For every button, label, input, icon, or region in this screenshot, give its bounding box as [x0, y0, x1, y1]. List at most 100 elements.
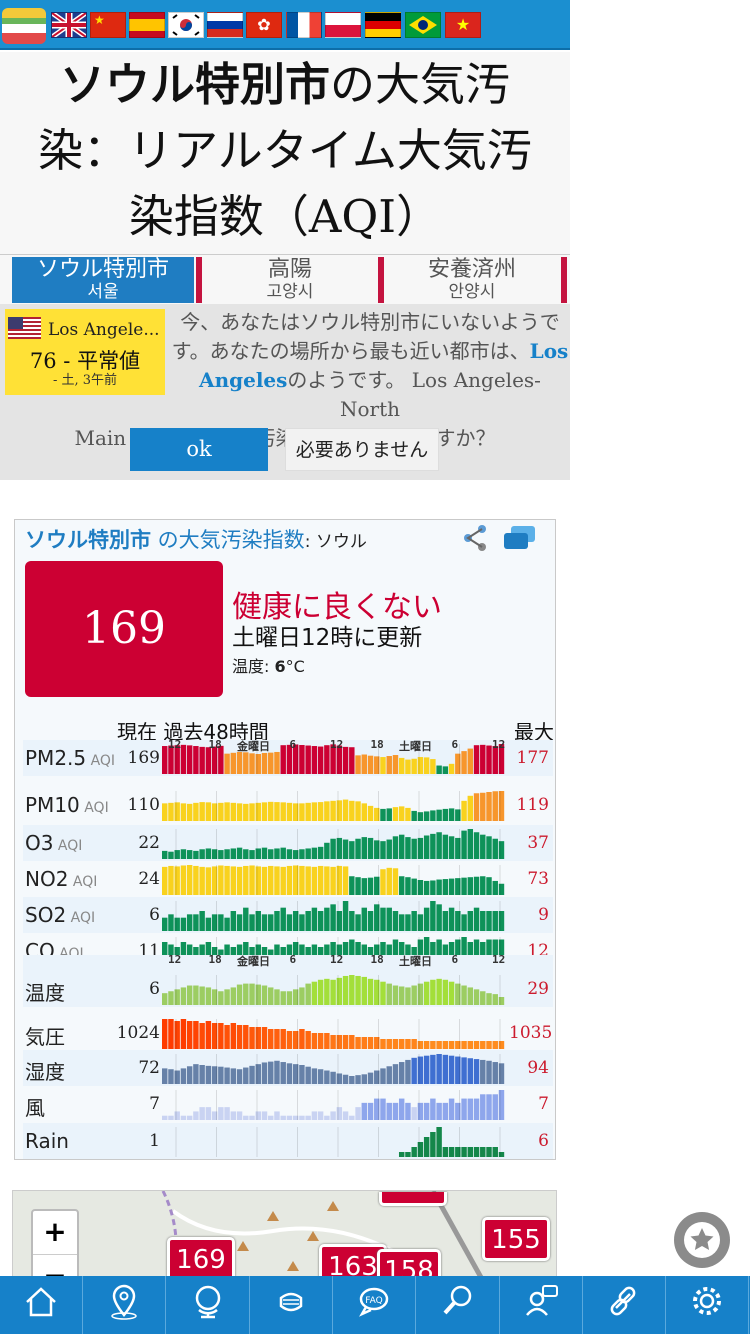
nav-mask-button[interactable] — [250, 1276, 333, 1334]
hk-flag[interactable]: ✿ — [246, 12, 282, 38]
chart-bar — [317, 802, 324, 821]
map-marker[interactable]: 155 — [482, 1217, 550, 1261]
chart-bar — [224, 1107, 230, 1120]
card-city[interactable]: ソウル特別市 — [25, 528, 151, 552]
row-current: 1 — [149, 1131, 160, 1151]
chart-bar — [392, 868, 399, 895]
chart-bar — [224, 1025, 230, 1049]
search-icon — [443, 1285, 471, 1315]
chart-bar — [430, 880, 436, 895]
nav-home-button[interactable] — [0, 1276, 83, 1334]
row-max: 37 — [527, 833, 549, 853]
chart-bar — [305, 802, 311, 821]
decline-button[interactable]: 必要ありません — [285, 428, 439, 471]
notice-line: のようです。 Los Angeles-North — [287, 368, 541, 421]
favorite-button[interactable] — [674, 1212, 730, 1268]
chart-bar — [411, 838, 417, 859]
chart-bar — [455, 1056, 461, 1084]
chart-bar — [349, 747, 355, 774]
map-marker[interactable]: 169 — [167, 1237, 235, 1279]
nearby-city-box[interactable]: Los Angele... 76 - 平常値 - 土, 3午前 — [5, 309, 165, 395]
nearest-city-link[interactable]: Los — [529, 339, 569, 363]
aqicn-logo[interactable] — [2, 8, 46, 44]
row-name: 温度 — [25, 981, 65, 1005]
history-row-pm10[interactable]: PM10 AQI 110 119 — [23, 787, 553, 823]
title-line1: の大気汚 — [330, 58, 511, 111]
tab-seoul[interactable]: ソウル特別市 서울 — [12, 257, 194, 303]
kr-flag[interactable] — [168, 12, 204, 38]
chart-bar — [398, 834, 405, 859]
nav-link-button[interactable] — [583, 1276, 667, 1334]
chart-bar — [342, 942, 349, 967]
history-row-気圧[interactable]: 気圧 1024 1035 — [23, 1015, 553, 1051]
row-current: 7 — [149, 1094, 160, 1114]
chart-bar — [286, 849, 293, 859]
nav-search-button[interactable] — [417, 1276, 500, 1334]
chart-bar — [355, 1107, 361, 1120]
nav-globe-button[interactable] — [167, 1276, 250, 1334]
ru-flag[interactable] — [207, 12, 243, 38]
chart-bar — [380, 1068, 386, 1084]
chart-bar — [286, 991, 293, 1005]
chart-bar — [374, 1098, 380, 1120]
map-marker[interactable]: 158 — [377, 1249, 441, 1279]
nav-faq-button[interactable]: FAQ — [333, 1276, 417, 1334]
tab-goyang[interactable]: 高陽 고양시 — [204, 257, 376, 303]
chart-bar — [430, 1098, 436, 1120]
map-background — [161, 1191, 485, 1279]
history-row-湿度[interactable]: 湿度 72 94 — [23, 1050, 553, 1086]
map-marker[interactable] — [379, 1192, 447, 1206]
history-row-so2[interactable]: SO2 AQI 6 9 — [23, 897, 553, 933]
nav-gear-button[interactable] — [666, 1276, 750, 1334]
tab-divider — [561, 257, 567, 303]
chart-bar — [486, 745, 492, 774]
es-flag[interactable] — [129, 12, 165, 38]
history-row-o3[interactable]: O3 AQI 22 37 — [23, 825, 553, 861]
chart-bar — [299, 745, 305, 774]
zoom-in-button[interactable]: + — [33, 1211, 77, 1255]
de-flag[interactable] — [365, 12, 401, 38]
aqi-map[interactable]: + − 169 163 158 155 — [12, 1190, 557, 1280]
chart-bar — [174, 917, 180, 931]
chart-bar — [186, 865, 193, 895]
history-row-no2[interactable]: NO2 AQI 24 73 — [23, 861, 553, 897]
history-row-pm2.5[interactable]: PM2.5 AQI 169 177 12 18 金曜日 6 12 18 土曜日 6 12 — [23, 738, 553, 776]
chart-bar — [236, 866, 243, 896]
zoom-out-button[interactable]: − — [43, 1259, 67, 1280]
widget-icon[interactable] — [502, 524, 538, 552]
vn-flag[interactable]: ★ — [445, 12, 481, 38]
chart-bar — [442, 1102, 449, 1120]
chart-bar — [261, 752, 268, 774]
history-row-rain[interactable]: Rain 1 6 — [23, 1123, 553, 1159]
chart-bar — [168, 1069, 174, 1084]
chart-bar — [193, 850, 199, 859]
chart-bar — [174, 1070, 180, 1084]
fr-flag[interactable] — [286, 12, 322, 38]
chart-bar — [324, 1033, 330, 1049]
share-icon[interactable] — [462, 524, 490, 552]
location-notice: 今、あなたはソウル特別市にいないようで す。あなたの場所から最も近い都市は、Lo… — [0, 304, 570, 480]
tab-anyang[interactable]: 安養済州 안양시 — [386, 257, 558, 303]
chart-bar — [299, 987, 305, 1005]
gb-flag[interactable] — [50, 10, 88, 40]
ok-button[interactable]: ok — [130, 428, 268, 471]
chart-bar — [430, 759, 436, 774]
tick-label: 6 — [289, 738, 297, 751]
chart-bar — [361, 976, 367, 1005]
chart-bar — [417, 837, 424, 859]
chart-bar — [430, 1132, 436, 1157]
chart-bar — [342, 746, 349, 774]
br-flag[interactable] — [405, 12, 441, 38]
nav-map-pin-button[interactable] — [83, 1276, 167, 1334]
pl-flag[interactable] — [325, 12, 361, 38]
chart-bar — [193, 746, 199, 774]
nav-support-button[interactable] — [500, 1276, 583, 1334]
cn-flag[interactable]: ★ — [90, 12, 126, 38]
chart-bar — [243, 1025, 249, 1049]
history-row-風[interactable]: 風 7 7 — [23, 1086, 553, 1122]
row-chart — [162, 791, 505, 821]
updated-time: 土曜日12時に更新 — [232, 625, 423, 651]
nearest-city-link-cont[interactable]: Angeles — [199, 368, 288, 392]
row-chart — [162, 1090, 505, 1120]
history-row-温度[interactable]: 温度 6 29 12 18 金曜日 6 12 18 土曜日 6 12 — [23, 953, 553, 1007]
